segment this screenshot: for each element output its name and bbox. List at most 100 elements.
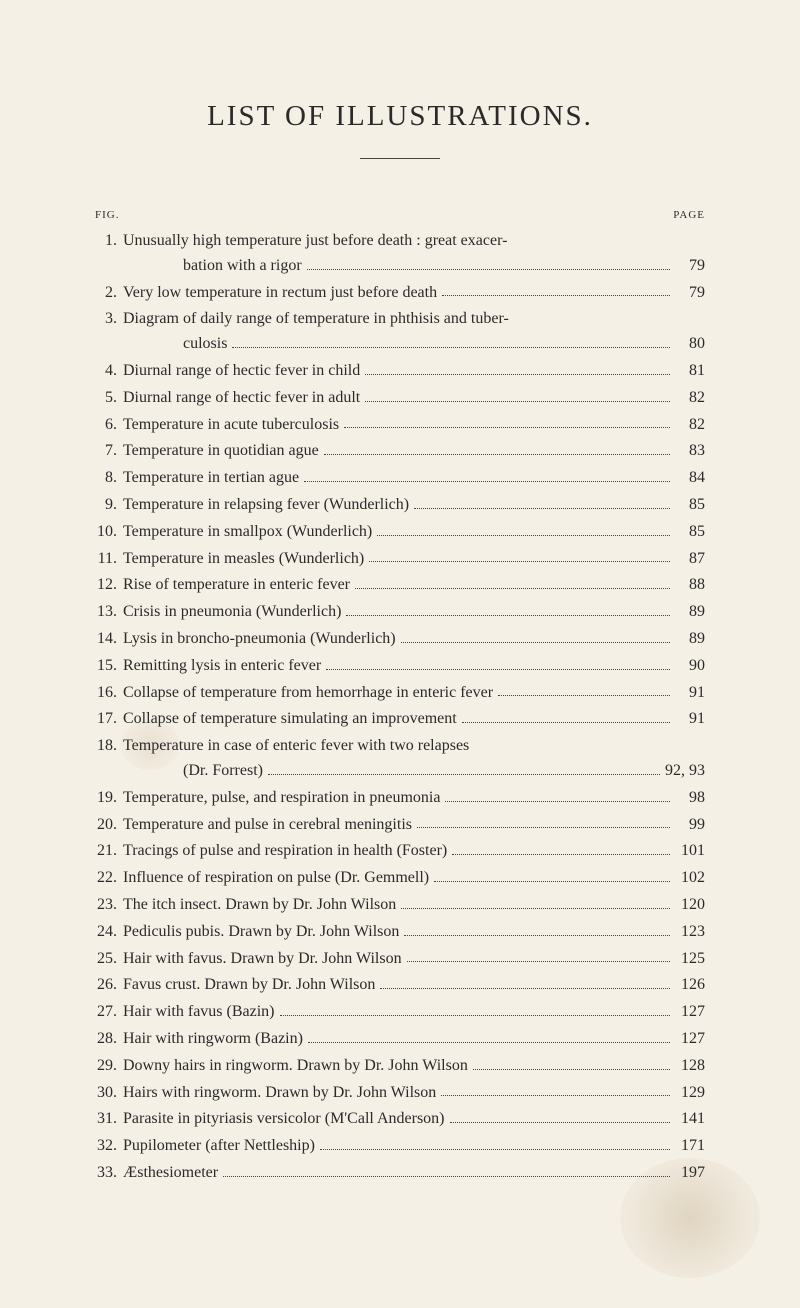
entry-text: Temperature in acute tuberculosis <box>123 413 339 438</box>
leader-dots <box>417 827 670 828</box>
figure-number: 24. <box>95 920 123 945</box>
list-item: 32.Pupilometer (after Nettleship)171 <box>95 1134 705 1159</box>
entry-text: Crisis in pneumonia (Wunderlich) <box>123 600 341 625</box>
entry-body: Rise of temperature in enteric fever88 <box>123 573 705 598</box>
entry-text: Hair with favus (Bazin) <box>123 1000 275 1025</box>
list-item: 25.Hair with favus. Drawn by Dr. John Wi… <box>95 947 705 972</box>
entry-text: Temperature and pulse in cerebral mening… <box>123 813 412 838</box>
list-item: 29.Downy hairs in ringworm. Drawn by Dr.… <box>95 1054 705 1079</box>
list-item: 20.Temperature and pulse in cerebral men… <box>95 813 705 838</box>
page-number: 141 <box>675 1107 705 1132</box>
leader-dots <box>365 374 670 375</box>
entry-text: The itch insect. Drawn by Dr. John Wilso… <box>123 893 396 918</box>
leader-dots <box>414 508 670 509</box>
page-number: 171 <box>675 1134 705 1159</box>
leader-dots <box>441 1095 670 1096</box>
list-item: 16.Collapse of temperature from hemorrha… <box>95 681 705 706</box>
page-number: 129 <box>675 1081 705 1106</box>
entry-body: Pediculis pubis. Drawn by Dr. John Wilso… <box>123 920 705 945</box>
leader-dots <box>404 935 670 936</box>
list-item: 10.Temperature in smallpox (Wunderlich)8… <box>95 520 705 545</box>
leader-dots <box>344 427 670 428</box>
page-number: 197 <box>675 1161 705 1186</box>
figure-number: 7. <box>95 439 123 464</box>
entry-body: Diagram of daily range of temperature in… <box>123 307 705 357</box>
figure-number: 25. <box>95 947 123 972</box>
figure-number: 11. <box>95 547 123 572</box>
page-number: 99 <box>675 813 705 838</box>
leader-dots <box>401 642 670 643</box>
list-item: 28.Hair with ringworm (Bazin)127 <box>95 1027 705 1052</box>
entry-body: Temperature in measles (Wunderlich)87 <box>123 547 705 572</box>
entry-text: Rise of temperature in enteric fever <box>123 573 350 598</box>
leader-dots <box>434 881 670 882</box>
list-item: 5.Diurnal range of hectic fever in adult… <box>95 386 705 411</box>
page-number: 98 <box>675 786 705 811</box>
entry-text: Hair with ringworm (Bazin) <box>123 1027 303 1052</box>
leader-dots <box>462 722 670 723</box>
leader-dots <box>377 535 670 536</box>
entry-body: Diurnal range of hectic fever in child81 <box>123 359 705 384</box>
figure-number: 10. <box>95 520 123 545</box>
list-item: 14.Lysis in broncho-pneumonia (Wunderlic… <box>95 627 705 652</box>
entry-text: Hair with favus. Drawn by Dr. John Wilso… <box>123 947 402 972</box>
leader-dots <box>498 695 670 696</box>
entry-body: Very low temperature in rectum just befo… <box>123 281 705 306</box>
page-number: 89 <box>675 627 705 652</box>
entry-body: Temperature in acute tuberculosis82 <box>123 413 705 438</box>
entry-text: Hairs with ringworm. Drawn by Dr. John W… <box>123 1081 436 1106</box>
entry-text: Temperature in measles (Wunderlich) <box>123 547 364 572</box>
entry-body: Crisis in pneumonia (Wunderlich) 89 <box>123 600 705 625</box>
entry-body: Collapse of temperature simulating an im… <box>123 707 705 732</box>
entry-body: Temperature in quotidian ague83 <box>123 439 705 464</box>
header-fig: FIG. <box>95 209 119 221</box>
entry-text: Collapse of temperature from hemorrhage … <box>123 681 493 706</box>
figure-number: 27. <box>95 1000 123 1025</box>
entry-text: Æsthesiometer <box>123 1161 218 1186</box>
entry-body: Pupilometer (after Nettleship)171 <box>123 1134 705 1159</box>
page-number: 91 <box>675 681 705 706</box>
entry-text: Influence of respiration on pulse (Dr. G… <box>123 866 429 891</box>
leader-dots <box>280 1015 670 1016</box>
figure-number: 16. <box>95 681 123 706</box>
entry-body: Lysis in broncho-pneumonia (Wunderlich)8… <box>123 627 705 652</box>
figure-number: 33. <box>95 1161 123 1186</box>
entry-body: Temperature in case of enteric fever wit… <box>123 734 705 784</box>
page-number: 85 <box>675 493 705 518</box>
figure-number: 17. <box>95 707 123 732</box>
entry-text: Temperature in relapsing fever (Wunderli… <box>123 493 409 518</box>
entry-text: Favus crust. Drawn by Dr. John Wilson <box>123 973 375 998</box>
page-number: 101 <box>675 839 705 864</box>
entry-body: Temperature in smallpox (Wunderlich)85 <box>123 520 705 545</box>
leader-dots <box>324 454 670 455</box>
leader-dots <box>268 774 660 775</box>
figure-number: 31. <box>95 1107 123 1132</box>
list-item: 13.Crisis in pneumonia (Wunderlich)89 <box>95 600 705 625</box>
leader-dots <box>326 669 670 670</box>
page-number: 84 <box>675 466 705 491</box>
leader-dots <box>223 1176 670 1177</box>
figure-number: 15. <box>95 654 123 679</box>
figure-number: 1. <box>95 229 123 254</box>
list-item: 18.Temperature in case of enteric fever … <box>95 734 705 784</box>
list-item: 4.Diurnal range of hectic fever in child… <box>95 359 705 384</box>
entry-body: Hair with favus. Drawn by Dr. John Wilso… <box>123 947 705 972</box>
page-number: 79 <box>675 254 705 279</box>
figure-number: 30. <box>95 1081 123 1106</box>
page-number: 120 <box>675 893 705 918</box>
list-item: 30.Hairs with ringworm. Drawn by Dr. Joh… <box>95 1081 705 1106</box>
page-number: 89 <box>675 600 705 625</box>
leader-dots <box>355 588 670 589</box>
entry-body: Unusually high temperature just before d… <box>123 229 705 279</box>
list-item: 31.Parasite in pityriasis versicolor (M'… <box>95 1107 705 1132</box>
leader-dots <box>401 908 670 909</box>
leader-dots <box>450 1122 671 1123</box>
figure-number: 19. <box>95 786 123 811</box>
entry-text: Diurnal range of hectic fever in child <box>123 359 360 384</box>
figure-number: 4. <box>95 359 123 384</box>
page-number: 83 <box>675 439 705 464</box>
page-number: 126 <box>675 973 705 998</box>
page-number: 127 <box>675 1027 705 1052</box>
entry-text: Very low temperature in rectum just befo… <box>123 281 437 306</box>
list-item: 11.Temperature in measles (Wunderlich)87 <box>95 547 705 572</box>
